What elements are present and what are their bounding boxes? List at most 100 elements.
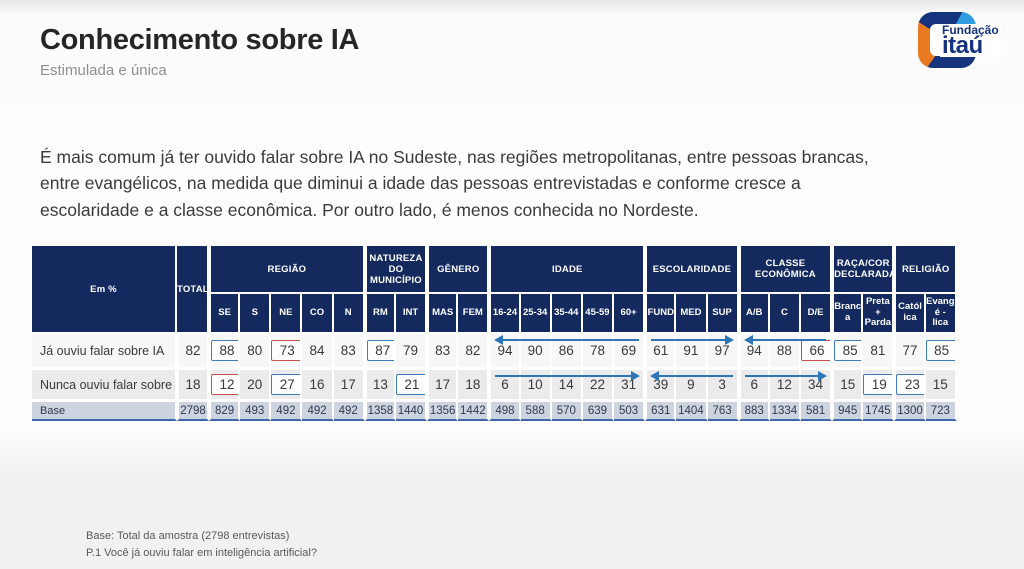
table-cell: 17 [427,370,459,402]
table-cell: 1356 [427,402,459,421]
highlight-box-blue: 23 [896,374,924,395]
table-cell: 90 [520,334,552,370]
col-header: 35-44 [551,294,583,334]
table-cell: 9 [676,370,708,402]
col-header: Católi­ca [894,294,926,334]
group-header: GÊNERO [427,246,490,294]
table-cell: 86 [551,334,583,370]
footer-notes: Base: Total da amostra (2798 entrevistas… [86,528,317,561]
highlight-box-blue: 85 [925,340,955,361]
col-header: N [333,294,365,334]
table-cell: 12 [769,370,801,402]
logo-brand-bottom: itaú [942,32,983,59]
highlight-box-blue: 27 [271,374,301,395]
highlight-box-blue: 85 [834,340,862,361]
table-cell: 829 [209,402,241,421]
table-cell: 79 [395,334,428,370]
table-cell: 34 [800,370,833,402]
table-cell: 503 [614,402,646,421]
table-cell: 91 [676,334,708,370]
column-header-row: SE S NE CO N RM INT MAS FEM 16-24 25-34 35-44 45-59 6… [32,294,957,334]
table-cell: 94 [738,334,770,370]
table-cell: 13 [364,370,396,402]
title-block: Conhecimento sobre IA Estimulada e única [40,24,359,79]
table-cell: 22 [582,370,615,402]
highlight-box-red: 12 [211,374,239,395]
col-header: INT [395,294,428,334]
highlight-box-blue: 88 [211,340,239,361]
table-cell: 18 [458,370,490,402]
col-header: CO [302,294,334,334]
highlight-box-red: 66 [800,340,831,361]
table-cell: 23 [894,370,926,402]
table-cell: 581 [800,402,833,421]
table-cell: 1358 [364,402,396,421]
col-header-total: TOTAL [177,246,209,334]
table-cell: 723 [925,402,957,421]
group-header: RAÇA/COR DECLARADA [832,246,895,294]
table-cell: 1440 [395,402,428,421]
col-header: FUND [645,294,677,334]
table-cell: 88 [209,334,241,370]
col-header: SE [209,294,241,334]
group-header: ESCOLARIDADE [645,246,739,294]
col-header: 25-34 [520,294,552,334]
table-cell: 498 [489,402,521,421]
table-cell: 588 [520,402,552,421]
table-cell: 77 [894,334,926,370]
table-cell: 631 [645,402,677,421]
table-cell: 39 [645,370,677,402]
table-cell: 31 [614,370,646,402]
table-cell: 85 [832,334,864,370]
group-header-row: Em % TOTAL REGIÃO NATUREZA DO MUNICÍPIO GÊNE… [32,246,957,334]
table-cell: 97 [707,334,739,370]
table-cell: 1300 [894,402,926,421]
table-cell: 945 [832,402,864,421]
group-header: RELIGIÃO [894,246,957,294]
table-cell: 492 [302,402,334,421]
table-cell: 493 [240,402,272,421]
table-cell: 78 [582,334,615,370]
col-header: 16-24 [489,294,521,334]
table-cell: 80 [240,334,272,370]
table-cell: 85 [925,334,957,370]
table-row: Nunca ouviu falar sobre IA 18 12 20 27 16 17 13… [32,370,957,402]
table-cell-total: 82 [177,334,209,370]
table-cell: 1442 [458,402,490,421]
col-header: Evangé - lica [925,294,957,334]
table-corner-label: Em % [32,246,177,334]
table-cell-total: 18 [177,370,209,402]
table-cell: 73 [271,334,303,370]
table-cell: 21 [395,370,428,402]
results-table-wrap: Em % TOTAL REGIÃO NATUREZA DO MUNICÍPIO GÊNE… [32,246,957,421]
summary-text: É mais comum já ter ouvido falar sobre I… [40,147,869,220]
col-header: 45-59 [582,294,615,334]
table-cell: 16 [302,370,334,402]
table-cell: 6 [489,370,521,402]
table-cell: 84 [302,334,334,370]
table-cell: 88 [769,334,801,370]
row-label: Nunca ouviu falar sobre IA [32,370,177,402]
col-header: NE [271,294,303,334]
fundacao-itau-logo: Fundação itaú [914,8,1010,76]
col-header: C [769,294,801,334]
col-header: D/E [800,294,833,334]
table-cell: 83 [333,334,365,370]
footer-question-note: P.1 Você já ouviu falar em inteligência … [86,546,317,559]
group-header: IDADE [489,246,646,294]
col-header: 60+ [614,294,646,334]
page-title: Conhecimento sobre IA [40,24,360,56]
table-cell: 883 [738,402,770,421]
col-header: RM [364,294,396,334]
highlight-box-blue: 21 [395,374,426,395]
table-cell: 17 [333,370,365,402]
col-header: MAS [427,294,459,334]
table-cell: 94 [489,334,521,370]
table-cell: 66 [800,334,833,370]
col-header: SUP [707,294,739,334]
table-cell: 15 [832,370,864,402]
logo-text: Fundação itaú [940,24,1001,59]
table-cell: 3 [707,370,739,402]
table-cell: 19 [863,370,895,402]
table-cell: 20 [240,370,272,402]
